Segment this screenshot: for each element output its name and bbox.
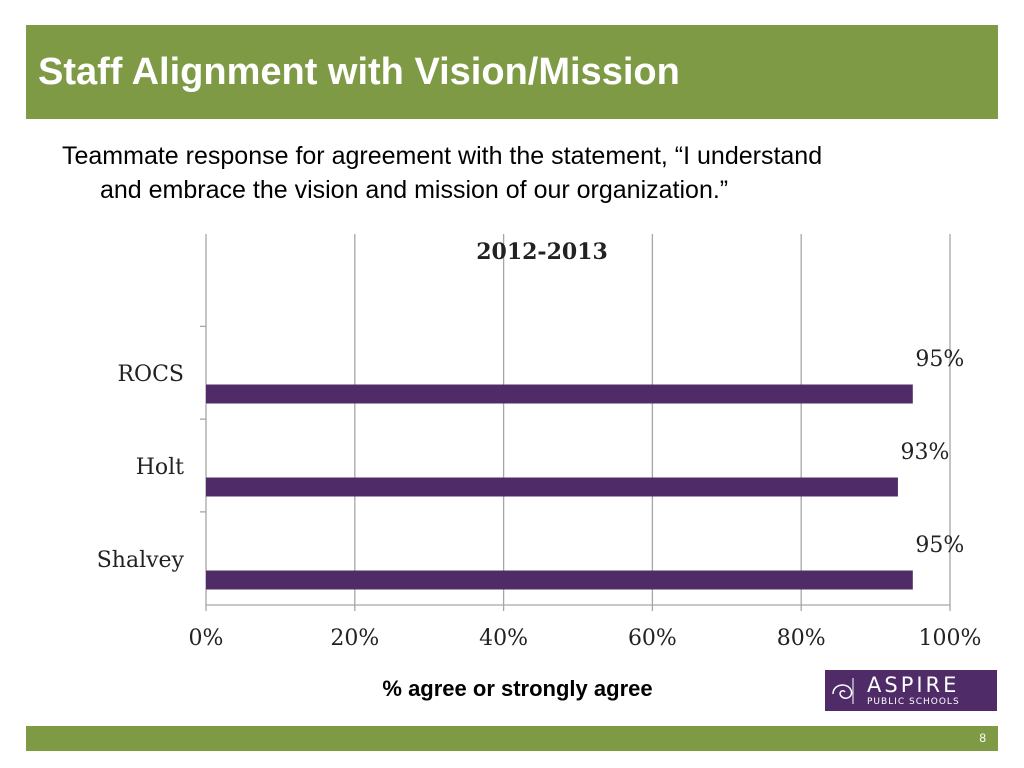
category-label: ROCS	[117, 362, 184, 387]
x-tick-label: 60%	[628, 626, 677, 651]
page-title: Staff Alignment with Vision/Mission	[38, 51, 680, 93]
logo-subtitle: PUBLIC SCHOOLS	[867, 696, 960, 707]
bar	[206, 570, 913, 590]
x-axis-label: % agree or strongly agree	[382, 676, 653, 701]
category-label: Holt	[136, 455, 184, 480]
data-label: 95%	[915, 347, 964, 372]
x-tick-label: 80%	[777, 626, 826, 651]
bar	[206, 384, 913, 404]
title-bar: Staff Alignment with Vision/Mission	[26, 25, 998, 119]
chart-title: 2012-2013	[476, 239, 608, 265]
x-tick-label: 40%	[479, 626, 528, 651]
logo-name: ASPIRE	[867, 672, 960, 697]
data-label: 95%	[915, 533, 964, 558]
x-tick-label: 100%	[919, 626, 982, 651]
subtitle-line-1: Teammate response for agreement with the…	[62, 142, 823, 170]
x-tick-label: 0%	[189, 626, 224, 651]
bar	[206, 477, 898, 497]
subtitle-line-2: and embrace the vision and mission of ou…	[100, 176, 729, 204]
x-tick-label: 20%	[330, 626, 379, 651]
data-label: 93%	[900, 440, 949, 465]
page-number: 8	[979, 731, 986, 745]
logo-swirl-icon	[825, 670, 865, 711]
aspire-logo: ASPIRE PUBLIC SCHOOLS	[825, 670, 997, 711]
footer-bar: 8	[26, 726, 998, 751]
category-label: Shalvey	[97, 548, 185, 573]
subtitle-text: Teammate response for agreement with the…	[62, 139, 962, 207]
